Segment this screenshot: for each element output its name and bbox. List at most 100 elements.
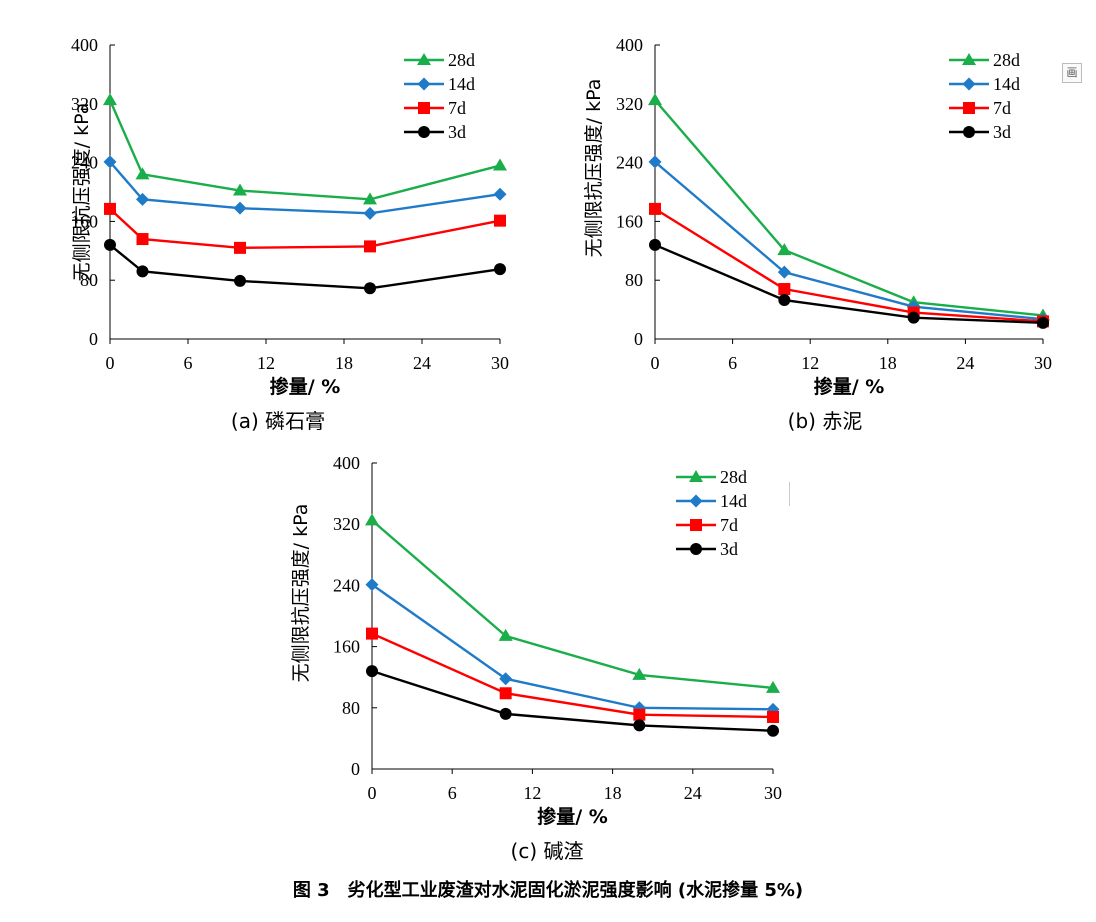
y-axis-label: 无侧限抗压强度/ kPa xyxy=(290,504,312,683)
data-point-3d xyxy=(907,311,920,324)
y-tick-label: 240 xyxy=(71,153,98,173)
legend-label-7d: 7d xyxy=(993,98,1011,118)
x-tick-label: 12 xyxy=(523,783,541,803)
x-tick-label: 24 xyxy=(684,783,702,803)
x-tick-label: 18 xyxy=(335,353,353,373)
legend-label-7d: 7d xyxy=(448,98,466,118)
x-tick-label: 6 xyxy=(184,353,193,373)
x-tick-label: 0 xyxy=(651,353,660,373)
y-tick-label: 400 xyxy=(71,35,98,55)
legend-marker-3d xyxy=(418,126,430,138)
data-point-28d xyxy=(103,93,117,106)
data-point-14d xyxy=(136,192,149,206)
chart-panel-a: 0 80 160 240 320 400 0 6 12 18 24 30 掺量/ % 无侧限抗压强度/ k… xyxy=(71,35,509,433)
data-point-3d xyxy=(767,724,779,737)
x-axis-label: 掺量/ % xyxy=(814,375,885,398)
x-tick-label: 12 xyxy=(801,353,819,373)
series-line-14d xyxy=(654,160,1044,321)
series-line-28d xyxy=(654,99,1044,317)
legend-label-3d: 3d xyxy=(448,122,466,142)
data-point-28d xyxy=(648,93,662,106)
data-point-3d xyxy=(364,282,376,295)
data-point-3d xyxy=(649,238,661,251)
data-point-3d xyxy=(136,265,149,278)
legend-label-14d: 14d xyxy=(720,491,747,511)
series-line-3d xyxy=(109,243,501,290)
x-tick-label: 18 xyxy=(879,353,897,373)
legend-label-14d: 14d xyxy=(993,74,1020,94)
legend-marker-28d xyxy=(417,53,431,65)
y-tick-label: 80 xyxy=(342,698,360,718)
series-line-7d xyxy=(371,632,774,719)
data-point-3d xyxy=(234,274,246,287)
y-tick-label: 320 xyxy=(333,514,360,534)
x-tick-label: 24 xyxy=(413,353,431,373)
figure-caption: 图 3 劣化型工业废渣对水泥固化淤泥强度影响 (水泥掺量 5%) xyxy=(292,880,804,901)
data-point-7d xyxy=(778,283,791,296)
legend-label-14d: 14d xyxy=(448,74,475,94)
x-tick-label: 24 xyxy=(956,353,974,373)
data-point-7d xyxy=(499,687,512,700)
data-point-28d xyxy=(233,183,247,196)
data-point-7d xyxy=(366,627,378,640)
x-tick-label: 30 xyxy=(764,783,782,803)
x-axis-label: 掺量/ % xyxy=(270,375,341,398)
data-point-28d xyxy=(632,667,647,680)
data-point-3d xyxy=(366,665,378,678)
data-point-14d xyxy=(233,201,247,215)
data-point-3d xyxy=(104,238,116,251)
chart-panel-b: 0 80 160 240 320 400 0 6 12 18 24 30 掺量/ % 无侧限抗压强度/ k… xyxy=(583,35,1052,433)
legend-label-28d: 28d xyxy=(720,467,747,487)
data-point-28d xyxy=(135,167,150,180)
legend-marker-14d xyxy=(962,77,976,91)
data-point-7d xyxy=(136,233,149,246)
y-tick-label: 400 xyxy=(333,453,360,473)
y-tick-label: 160 xyxy=(71,211,98,231)
data-point-3d xyxy=(1037,316,1049,329)
legend-marker-7d xyxy=(690,519,702,531)
y-axis-label: 无侧限抗压强度/ kPa xyxy=(71,103,93,282)
data-point-3d xyxy=(494,263,506,276)
data-point-14d xyxy=(499,672,513,686)
panel-label: (b) 赤泥 xyxy=(788,409,863,433)
series-line-3d xyxy=(654,243,1044,325)
x-tick-label: 12 xyxy=(257,353,275,373)
x-tick-label: 30 xyxy=(491,353,509,373)
y-tick-label: 400 xyxy=(616,35,643,55)
image-icon[interactable]: 画 xyxy=(1062,63,1082,83)
y-tick-label: 160 xyxy=(333,637,360,657)
legend-marker-3d xyxy=(963,126,975,138)
data-point-14d xyxy=(648,155,662,169)
legend-marker-14d xyxy=(417,77,431,91)
legend-marker-7d xyxy=(418,102,430,114)
legend-label-7d: 7d xyxy=(720,515,738,535)
data-point-28d xyxy=(777,243,792,256)
data-point-7d xyxy=(633,708,646,721)
data-point-28d xyxy=(365,513,379,526)
data-point-28d xyxy=(363,192,377,205)
chart-panel-c: 0 80 160 240 320 400 0 6 12 18 24 30 掺量/ % 无侧限抗压强度/ k… xyxy=(290,453,782,863)
y-tick-label: 0 xyxy=(89,329,98,349)
y-tick-label: 320 xyxy=(71,94,98,114)
data-point-14d xyxy=(363,206,377,220)
data-point-28d xyxy=(493,158,507,171)
y-tick-label: 240 xyxy=(333,575,360,595)
data-point-14d xyxy=(777,265,791,279)
legend-marker-28d xyxy=(962,53,976,65)
y-tick-label: 0 xyxy=(351,759,360,779)
x-tick-label: 30 xyxy=(1034,353,1052,373)
data-point-7d xyxy=(234,241,246,254)
legend-marker-3d xyxy=(690,543,702,555)
x-axis-label: 掺量/ % xyxy=(537,805,608,828)
legend-marker-7d xyxy=(963,102,975,114)
data-point-7d xyxy=(649,202,661,215)
data-point-7d xyxy=(364,240,376,253)
data-point-14d xyxy=(103,155,117,169)
series-line-14d xyxy=(109,161,501,215)
data-point-14d xyxy=(365,578,379,592)
divider xyxy=(789,482,790,506)
data-point-14d xyxy=(493,187,507,201)
panel-label: (a) 磷石膏 xyxy=(231,409,325,433)
y-axis-label: 无侧限抗压强度/ kPa xyxy=(583,79,605,258)
panel-label: (c) 碱渣 xyxy=(511,839,584,863)
